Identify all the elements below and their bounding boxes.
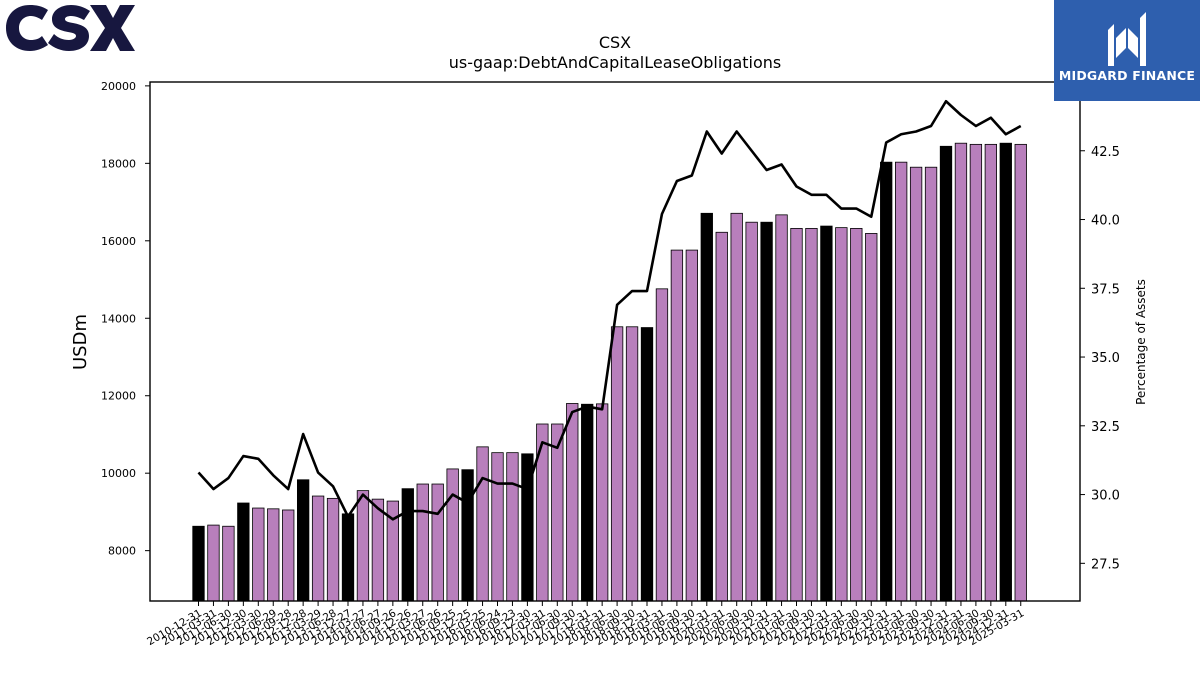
bar [685, 249, 698, 602]
y-tick-label: 18000 [101, 157, 136, 170]
bar [192, 525, 205, 602]
bar [715, 231, 728, 602]
bar [924, 166, 938, 602]
bar [790, 227, 803, 602]
bar [775, 214, 788, 602]
y2-axis-label: Percentage of Assets [1134, 279, 1148, 405]
bar [895, 161, 908, 602]
badge-text: MIDGARD FINANCE [1058, 68, 1196, 83]
axes-layer: 8000 10000 12000 14000 16000 18000 20000 27.5 30… [101, 80, 1120, 648]
bar [954, 142, 968, 602]
bar [610, 326, 624, 602]
bar [416, 483, 429, 602]
y2-tick-label: 32.5 [1091, 420, 1120, 435]
bar [939, 145, 953, 602]
bar [640, 327, 654, 602]
bar [880, 161, 893, 602]
bar [581, 403, 594, 602]
csx-logo [6, 5, 135, 51]
bar [700, 212, 713, 602]
y2-tick-label: 42.5 [1091, 145, 1120, 160]
bar [865, 233, 878, 602]
y-tick-label: 20000 [101, 80, 136, 93]
bar [536, 423, 549, 602]
bar [282, 509, 295, 602]
bar [296, 479, 310, 602]
bar [850, 227, 863, 602]
bar [506, 452, 519, 602]
y-tick-label: 14000 [101, 312, 136, 325]
bar [984, 143, 997, 602]
bar [461, 469, 474, 602]
percent-assets-line [197, 99, 1022, 521]
chart-subtitle: us-gaap:DebtAndCapitalLeaseObligations [449, 53, 782, 72]
y2-tick-label: 40.0 [1091, 214, 1120, 229]
bar [999, 142, 1012, 602]
bar [820, 225, 833, 602]
bar [969, 143, 983, 602]
bar [805, 227, 818, 602]
bar [745, 221, 758, 602]
y-tick-label: 12000 [101, 390, 136, 403]
bar [730, 212, 743, 602]
y2-tick-label: 30.0 [1091, 489, 1120, 504]
line-layer [197, 99, 1022, 521]
plot-frame [149, 81, 1081, 602]
bars-layer [192, 142, 1027, 602]
bar [341, 513, 355, 602]
bar [446, 468, 459, 602]
y2-tick-label: 35.0 [1091, 351, 1120, 366]
bar [1014, 143, 1027, 602]
y2-tick-label: 27.5 [1091, 557, 1120, 572]
bar [401, 488, 414, 602]
y-tick-label: 8000 [108, 545, 136, 558]
bar [909, 166, 923, 602]
bar [431, 483, 444, 602]
y-axis-label: USDm [70, 314, 91, 370]
bar [252, 507, 265, 602]
bar [476, 446, 489, 602]
bar [237, 502, 250, 602]
bar [670, 249, 684, 602]
bar [566, 403, 579, 602]
bar [835, 227, 848, 602]
bar [311, 495, 325, 602]
bar [222, 525, 235, 602]
bar [267, 508, 280, 602]
bar [491, 452, 504, 602]
bar [371, 498, 385, 602]
bar [551, 423, 564, 602]
bar [326, 497, 340, 602]
midgard-logo-icon [1108, 12, 1146, 66]
bar [356, 490, 370, 602]
y2-tick-label: 37.5 [1091, 282, 1120, 297]
y-tick-label: 10000 [101, 467, 136, 480]
bar [596, 403, 609, 602]
y-tick-label: 16000 [101, 235, 136, 248]
bar [207, 524, 220, 602]
bar [760, 221, 773, 602]
midgard-finance-badge: MIDGARD FINANCE [1054, 0, 1200, 101]
bar [655, 288, 669, 602]
bar [625, 326, 639, 602]
chart-title: CSX [599, 33, 631, 52]
